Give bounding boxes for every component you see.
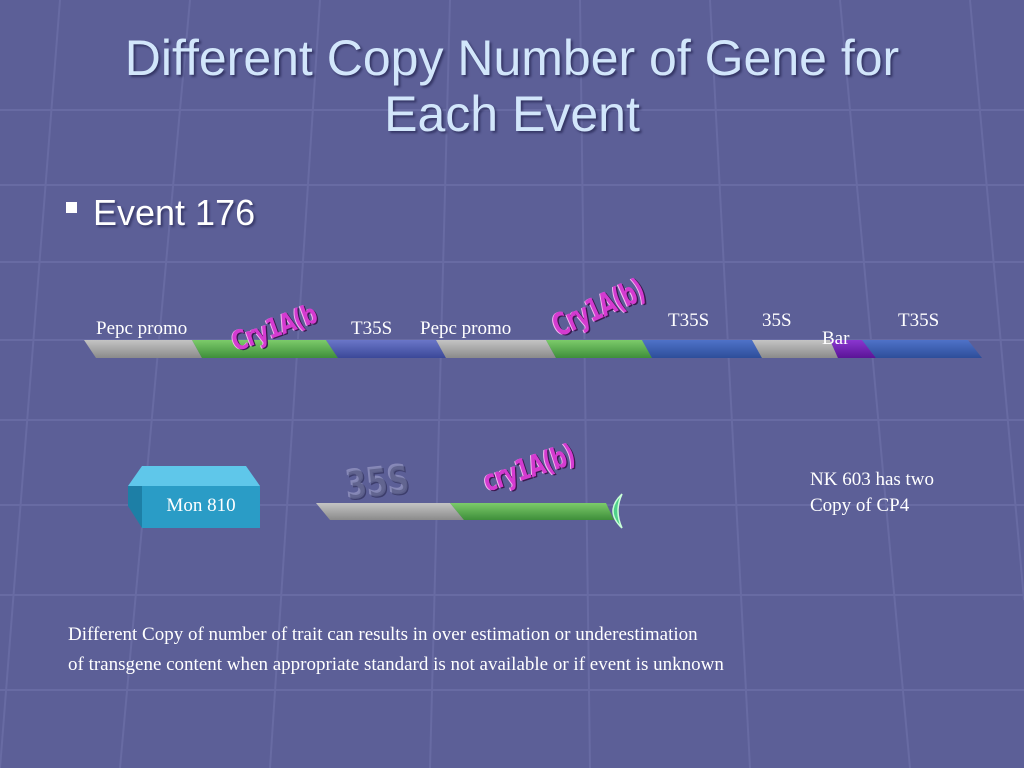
pepc-promoter-segment-2	[436, 340, 556, 358]
cry1ab-segment-2	[546, 340, 652, 358]
footer-line-1: Different Copy of number of trait can re…	[68, 624, 698, 645]
mon810-box	[128, 466, 260, 528]
slide-title: Different Copy Number of Gene for Each E…	[0, 30, 1024, 142]
event176-construct	[84, 340, 982, 358]
label-35s: 35S	[762, 310, 792, 331]
title-line-2: Each Event	[384, 86, 640, 142]
label-t35s-3: T35S	[898, 310, 940, 331]
label-t35s-2: T35S	[668, 310, 710, 331]
nk603-note: NK 603 has two Copy of CP4	[810, 467, 934, 519]
t35s-segment-2	[642, 340, 762, 358]
label-pepc-promo-1: Pepc promo	[96, 318, 188, 339]
note-line-1: NK 603 has two	[810, 469, 935, 490]
pepc-promoter-segment-1	[84, 340, 202, 358]
footer-line-2: of transgene content when appropriate st…	[68, 654, 724, 675]
t35s-segment-1	[326, 340, 446, 358]
label-pepc-promo-2: Pepc promo	[420, 318, 512, 339]
title-line-1: Different Copy Number of Gene for	[124, 30, 900, 86]
label-bar: Bar	[822, 328, 850, 349]
35s-promoter-segment-mon810	[316, 503, 464, 520]
35s-promoter-segment	[752, 340, 838, 358]
t35s-segment-3	[862, 340, 982, 358]
bullet-item: Event 176	[66, 192, 255, 234]
label-35s-mon810: 35S	[343, 457, 412, 510]
cry1ab-segment-1	[192, 340, 338, 358]
label-t35s-1: T35S	[351, 318, 393, 339]
truncation-bracket-icon	[612, 493, 623, 529]
footer-text: Different Copy of number of trait can re…	[68, 620, 988, 680]
mon810-construct	[316, 493, 623, 529]
cry1ab-segment-mon810	[450, 503, 614, 520]
mon810-label: Mon 810	[166, 495, 236, 516]
bar-segment	[830, 340, 876, 358]
note-line-2: Copy of CP4	[810, 495, 910, 516]
square-bullet-icon	[66, 201, 77, 213]
bullet-text: Event 176	[93, 192, 256, 233]
